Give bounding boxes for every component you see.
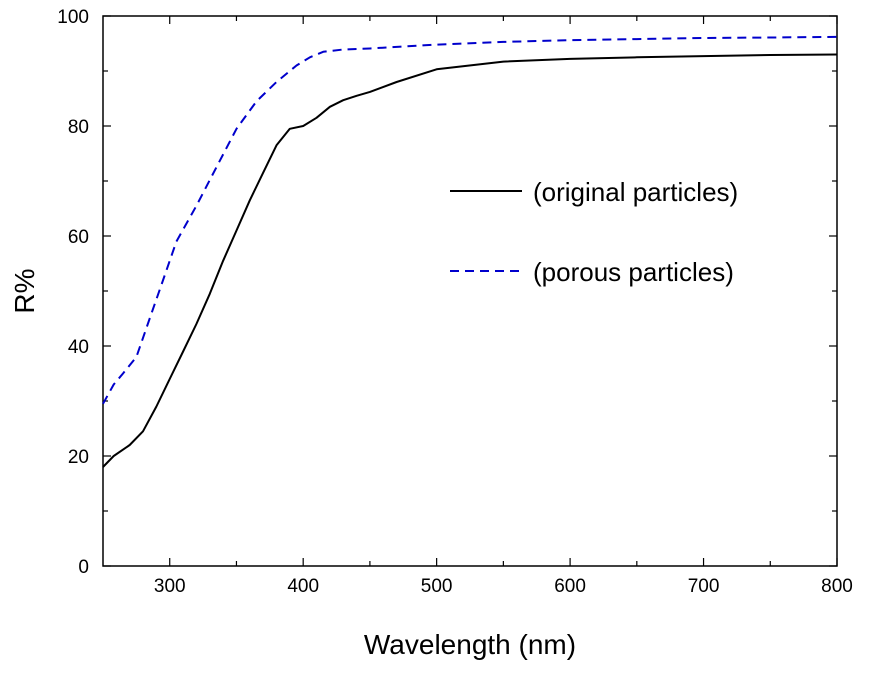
y-tick-label: 80 (68, 117, 89, 138)
x-tick-label: 800 (821, 576, 853, 597)
series-layer (102, 35, 838, 468)
x-tick-label: 600 (554, 576, 586, 597)
plot-frame (102, 15, 838, 567)
x-tick-label: 300 (154, 576, 186, 597)
y-tick-label: 100 (57, 7, 89, 28)
x-axis-ticks: 300 400 500 600 700 800 (154, 16, 853, 597)
y-tick-label: 20 (68, 447, 89, 468)
y-tick-label: 60 (68, 227, 89, 248)
x-tick-label: 400 (287, 576, 319, 597)
legend-label-original: (original particles) (533, 177, 738, 207)
legend: (original particles) (porous particles) (450, 177, 738, 287)
series-line-porous-particles (102, 35, 838, 405)
x-tick-label: 500 (421, 576, 453, 597)
x-tick-label: 700 (688, 576, 720, 597)
y-tick-label: 0 (78, 557, 89, 578)
y-axis-ticks: 0 20 40 60 80 100 (57, 7, 837, 578)
y-tick-label: 40 (68, 337, 89, 358)
legend-label-porous: (porous particles) (533, 257, 734, 287)
y-axis-title: R% (9, 268, 40, 313)
x-axis-title: Wavelength (nm) (364, 629, 576, 660)
series-line-original-particles (102, 53, 838, 468)
